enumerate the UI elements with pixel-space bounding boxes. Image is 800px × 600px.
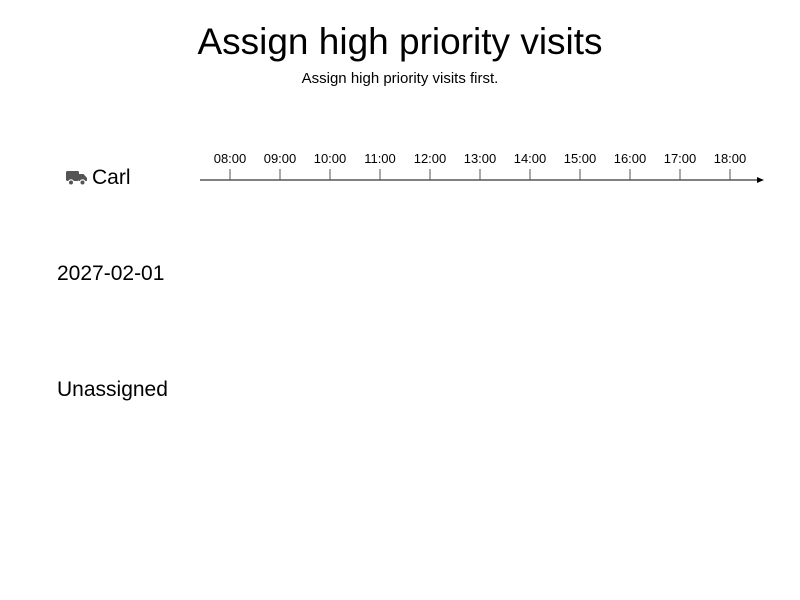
date-row-label: 2027-02-01 <box>57 262 165 285</box>
vehicle-name: Carl <box>92 166 131 189</box>
page-subtitle: Assign high priority visits first. <box>301 70 499 87</box>
timeline-tick-label: 12:00 <box>414 151 447 166</box>
timeline-ticks: 08:00 09:00 10:00 11:00 12:00 13:00 14:00 15:00… <box>214 151 747 180</box>
timeline-tick-label: 13:00 <box>464 151 497 166</box>
timeline-tick-label: 17:00 <box>664 151 697 166</box>
timeline-tick-label: 18:00 <box>714 151 747 166</box>
page-title: Assign high priority visits <box>197 21 603 62</box>
timeline-axis: 08:00 09:00 10:00 11:00 12:00 13:00 14:00 15:00… <box>200 151 764 183</box>
vehicle-row-header: Carl <box>66 165 131 191</box>
timeline-axis-arrow <box>757 177 764 183</box>
timeline-tick-label: 08:00 <box>214 151 247 166</box>
unassigned-row-label: Unassigned <box>57 378 168 401</box>
timeline-tick-label: 09:00 <box>264 151 297 166</box>
truck-icon <box>66 171 87 186</box>
timeline-tick-label: 10:00 <box>314 151 347 166</box>
timeline-tick-label: 14:00 <box>514 151 547 166</box>
timeline-tick-label: 16:00 <box>614 151 647 166</box>
timeline-tick-label: 11:00 <box>364 151 396 166</box>
timeline-tick-label: 15:00 <box>564 151 597 166</box>
